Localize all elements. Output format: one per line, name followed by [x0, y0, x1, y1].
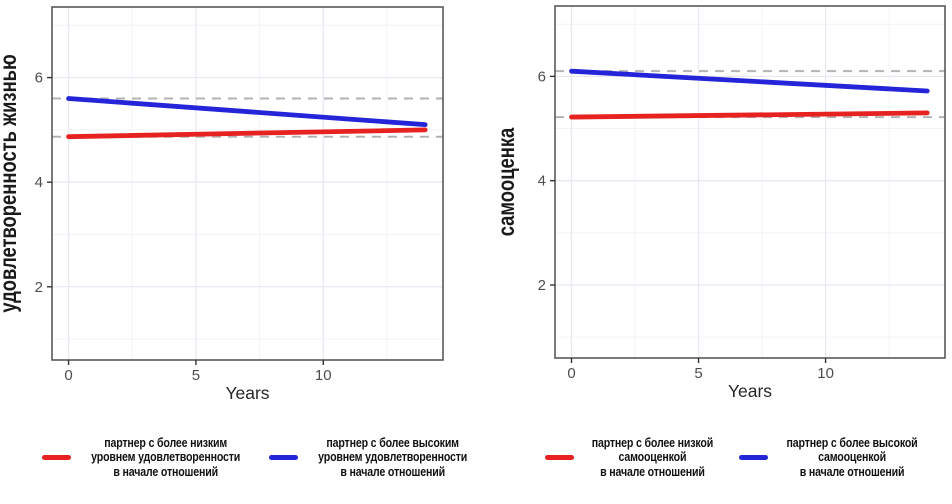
legend-label-line: самооценкой: [618, 450, 687, 465]
legend-entry-blue: партнер с более высокой самооценкой в нача…: [738, 436, 929, 479]
x-axis-title: Years: [225, 383, 269, 403]
chart-self-esteem: 0 5 10 2 4 6 Years самооценка партнер с более н…: [476, 0, 952, 504]
legend-entry-red: партнер с более низким уровнем удовлетвор…: [42, 436, 253, 479]
legend-label-line: партнер с более высокой: [786, 436, 918, 450]
legend-label: партнер с более низким уровнем удовлетвор…: [91, 436, 240, 479]
legend-life-satisfaction: партнер с более низким уровнем удовлетвор…: [0, 436, 476, 479]
y-axis-title: самооценка: [494, 127, 519, 236]
legend-entry-blue: партнер с более высоким уровнем удовлетво…: [268, 436, 480, 479]
legend-label-line: партнер с более высоким: [325, 436, 459, 450]
legend-label-line: в начале отношений: [799, 464, 905, 479]
legend-label: партнер с более высокой самооценкой в нача…: [786, 436, 917, 479]
legend-key-red-line: [545, 454, 575, 460]
y-tick-label: 4: [538, 173, 546, 190]
legend-label: партнер с более высоким уровнем удовлетво…: [318, 436, 467, 479]
legend-label: партнер с более низкой самооценкой в начал…: [591, 436, 714, 479]
y-axis-title: удовлетворенность жизнью: [0, 54, 22, 312]
legend-label-line: партнер с более низкой: [591, 436, 714, 450]
series-line-red: [569, 110, 930, 120]
chart-life-satisfaction: 0 5 10 2 4 6 Years удовлетворенность жизнью пар…: [0, 6, 476, 479]
legend-entry-red: партнер с более низкой самооценкой в начал…: [545, 436, 724, 479]
y-tick-label: 6: [538, 68, 546, 85]
legend-self-esteem: партнер с более низкой самооценкой в начал…: [476, 436, 952, 479]
legend-label-line: в начале отношений: [339, 464, 445, 479]
legend-label-line: в начале отношений: [600, 464, 705, 479]
y-tick-label: 2: [538, 277, 546, 294]
x-tick-label: 5: [192, 367, 200, 384]
legend-key-red-line: [42, 454, 72, 460]
legend-label-line: самооценкой: [817, 450, 886, 465]
x-axis-title: Years: [728, 381, 772, 401]
x-tick-label: 0: [64, 367, 72, 384]
plot-life-satisfaction: 0 5 10 2 4 6 Years удовлетворенность жизнью: [0, 6, 444, 403]
legend-label-line: уровнем удовлетворенности: [317, 450, 467, 465]
x-tick-label: 10: [315, 367, 332, 384]
y-tick-label: 4: [35, 174, 43, 191]
series-line-blue: [569, 68, 930, 94]
legend-key-blue-line: [268, 454, 298, 460]
x-tick-label: 0: [567, 365, 575, 382]
panel-border: [51, 6, 444, 361]
panel-background: [555, 6, 945, 358]
panel-background: [52, 7, 443, 360]
legend-label-line: уровнем удовлетворенности: [91, 450, 241, 465]
legend-label-line: партнер с более низким: [104, 436, 228, 450]
y-tick-label: 2: [35, 279, 43, 296]
x-tick-label: 10: [817, 365, 834, 382]
legend-label-line: в начале отношений: [113, 464, 219, 479]
panel-border: [554, 5, 946, 359]
series-line-blue: [66, 96, 428, 128]
series-line-red: [66, 127, 428, 140]
legend-key-blue-line: [738, 454, 768, 460]
x-tick-label: 5: [694, 365, 702, 382]
plot-self-esteem: 0 5 10 2 4 6 Years самооценка: [494, 5, 946, 401]
y-tick-label: 6: [35, 70, 43, 87]
